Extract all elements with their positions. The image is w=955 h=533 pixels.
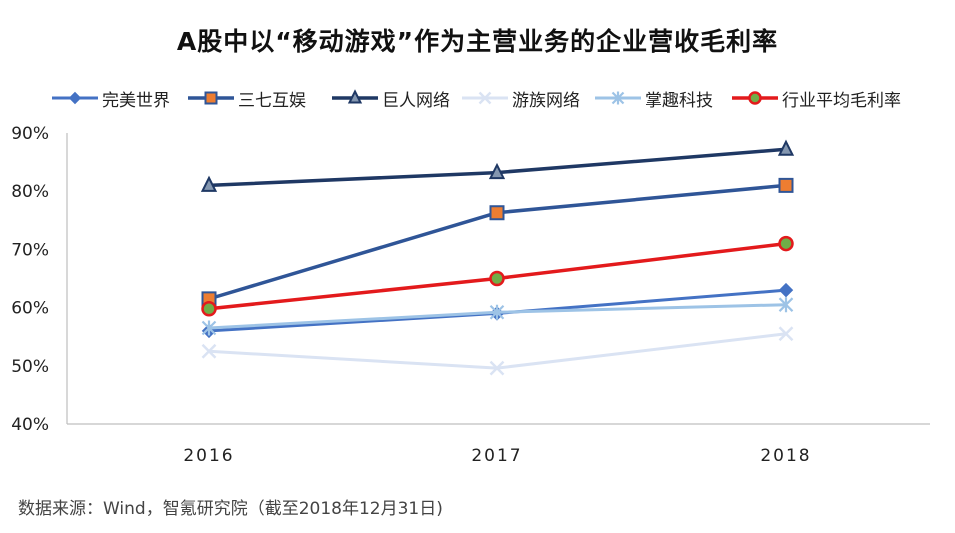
y-tick-label: 90%	[11, 124, 49, 144]
series-6	[201, 235, 794, 317]
source-note: 数据来源：Wind，智氪研究院（截至2018年12月31日)	[18, 499, 443, 519]
data-point	[489, 205, 505, 221]
data-point	[200, 175, 218, 192]
series-4	[201, 326, 794, 376]
x-tick-label: 2017	[471, 446, 522, 466]
x-tick-label: 2016	[183, 446, 234, 466]
legend-swatch-marker	[204, 91, 218, 105]
series-3	[200, 139, 795, 192]
legend-item: 巨人网络	[330, 86, 450, 111]
data-point	[778, 177, 794, 193]
data-point	[778, 282, 794, 298]
data-point	[201, 301, 217, 317]
legend-swatch-marker	[347, 89, 363, 104]
legend-item: 三七互娱	[186, 86, 306, 111]
y-tick-label: 80%	[11, 182, 49, 202]
chart-legend: 完美世界 三七互娱 巨人网络 游族网络 掌趣科技 行业平均毛利率	[50, 86, 950, 111]
legend-label: 巨人网络	[382, 90, 450, 111]
legend-swatch	[595, 91, 641, 105]
legend-swatch	[188, 91, 234, 105]
legend-swatch	[732, 91, 778, 105]
legend-label: 三七互娱	[238, 90, 306, 111]
legend-item: 完美世界	[50, 86, 170, 111]
legend-swatch-marker	[68, 91, 82, 105]
series-5	[201, 297, 794, 336]
data-point	[778, 326, 794, 342]
legend-swatch	[52, 91, 98, 105]
y-tick-label: 60%	[11, 299, 49, 319]
chart-title: A股中以“移动游戏”作为主营业务的企业营收毛利率	[176, 27, 779, 56]
legend-item: 游族网络	[460, 86, 580, 111]
x-tick-label: 2018	[760, 446, 811, 466]
legend-label: 掌趣科技	[645, 90, 713, 111]
data-point	[778, 297, 794, 313]
y-tick-label: 40%	[11, 415, 49, 435]
data-point	[489, 270, 505, 287]
series-line	[208, 332, 787, 370]
legend-swatch-marker	[748, 91, 762, 105]
legend-label: 游族网络	[512, 90, 580, 111]
data-point	[489, 304, 505, 320]
legend-label: 完美世界	[102, 90, 170, 111]
legend-swatch	[332, 89, 378, 104]
legend-swatch	[462, 91, 508, 105]
data-point	[777, 139, 795, 156]
data-point	[201, 343, 217, 359]
legend-label: 行业平均毛利率	[782, 90, 901, 111]
y-tick-label: 50%	[11, 357, 49, 377]
data-point	[201, 320, 217, 336]
legend-item: 行业平均毛利率	[730, 86, 901, 111]
legend-swatch-marker	[478, 91, 492, 105]
data-point	[489, 360, 505, 376]
data-point	[488, 162, 506, 180]
y-tick-label: 70%	[11, 240, 49, 260]
series-2	[201, 177, 794, 307]
legend-item: 掌趣科技	[593, 86, 713, 111]
data-point	[778, 235, 794, 252]
legend-swatch-marker	[611, 91, 625, 105]
